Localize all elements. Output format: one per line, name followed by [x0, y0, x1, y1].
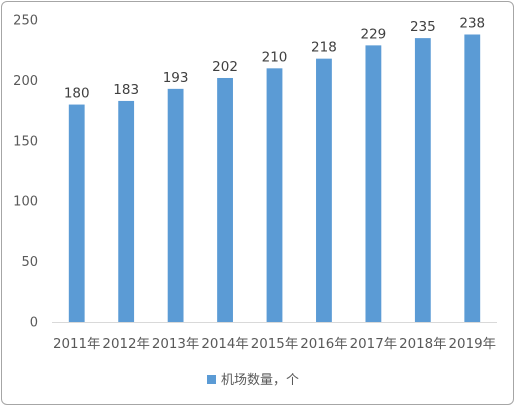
legend: 机场数量，个	[207, 373, 299, 388]
data-labels: 180 183 193 202 210 218 229 235 238	[64, 15, 485, 101]
bar-2015年	[266, 68, 283, 322]
data-label-2013年: 193	[163, 70, 189, 86]
x-tick-label-2013年: 2013年	[152, 337, 199, 352]
y-tick-label-0: 0	[30, 316, 38, 331]
x-tick-label-2011年: 2011年	[53, 337, 100, 352]
legend-swatch	[207, 375, 216, 384]
data-label-2011年: 180	[64, 86, 90, 102]
y-tick-label-150: 150	[13, 134, 38, 149]
x-tick-label-2014年: 2014年	[201, 337, 248, 352]
x-tick-label-2018年: 2018年	[399, 337, 446, 352]
x-tick-label-2017年: 2017年	[350, 337, 397, 352]
y-tick-label-250: 250	[13, 14, 38, 29]
x-tick-label-2015年: 2015年	[251, 337, 298, 352]
y-tick-label-100: 100	[13, 195, 38, 210]
y-axis: 0 50 100 150 200 250	[13, 14, 38, 331]
y-tick-label-50: 50	[21, 255, 38, 270]
x-tick-label-2012年: 2012年	[102, 337, 149, 352]
data-label-2017年: 229	[360, 26, 386, 42]
bar-2018年	[414, 38, 431, 323]
bar-2016年	[316, 58, 332, 322]
x-tick-label-2019年: 2019年	[449, 337, 496, 352]
bar-2014年	[217, 77, 233, 322]
data-label-2019年: 238	[459, 15, 485, 31]
y-tick-label-200: 200	[13, 74, 38, 89]
bar-2017年	[365, 45, 382, 322]
data-label-2012年: 183	[113, 82, 139, 98]
legend-label: 机场数量，个	[221, 373, 299, 388]
data-label-2015年: 210	[262, 49, 288, 65]
bar-2012年	[118, 100, 135, 322]
bar-2019年	[464, 34, 481, 322]
bar-series	[68, 34, 481, 323]
data-label-2014年: 202	[212, 59, 238, 75]
bar-2013年	[167, 88, 184, 322]
x-tick-label-2016年: 2016年	[300, 337, 347, 352]
data-label-2018年: 235	[410, 19, 436, 35]
bar-2011年	[68, 104, 85, 322]
x-axis: 2011年 2012年 2013年 2014年 2015年 2016年 2017年 2018年…	[52, 322, 497, 352]
data-label-2016年: 218	[311, 40, 337, 56]
